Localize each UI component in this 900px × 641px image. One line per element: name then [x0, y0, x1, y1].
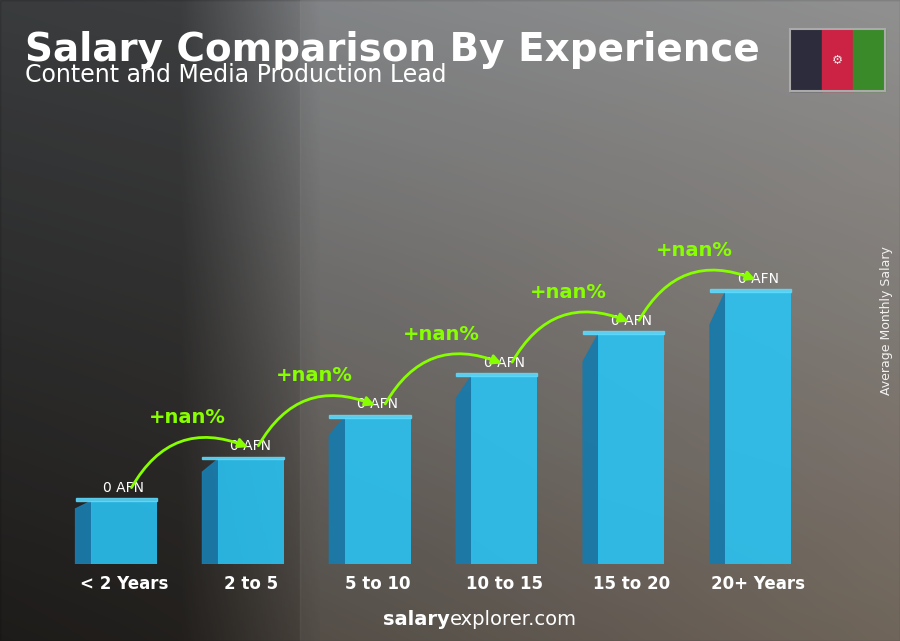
Polygon shape [456, 376, 472, 564]
Bar [345, 418, 410, 564]
Text: 0 AFN: 0 AFN [357, 397, 398, 412]
Polygon shape [76, 501, 91, 564]
Text: Content and Media Production Lead: Content and Media Production Lead [25, 63, 446, 87]
Polygon shape [583, 331, 664, 334]
Text: +nan%: +nan% [148, 408, 226, 428]
Text: 0 AFN: 0 AFN [484, 356, 525, 370]
Bar [598, 334, 664, 564]
Bar [725, 292, 791, 564]
Polygon shape [583, 334, 599, 564]
Polygon shape [329, 418, 345, 564]
Text: explorer.com: explorer.com [450, 610, 577, 629]
Text: ⚙: ⚙ [832, 53, 843, 67]
Polygon shape [202, 456, 284, 460]
Text: Salary Comparison By Experience: Salary Comparison By Experience [25, 31, 760, 69]
Text: 0 AFN: 0 AFN [104, 481, 144, 495]
Polygon shape [76, 499, 157, 501]
Text: +nan%: +nan% [275, 367, 353, 385]
Text: 0 AFN: 0 AFN [230, 439, 271, 453]
Text: +nan%: +nan% [529, 283, 607, 302]
Bar [300, 0, 900, 641]
Text: +nan%: +nan% [656, 241, 734, 260]
Polygon shape [710, 289, 791, 292]
Text: salary: salary [383, 610, 450, 629]
Polygon shape [710, 292, 725, 564]
Polygon shape [202, 460, 218, 564]
Bar [218, 460, 284, 564]
Bar [790, 29, 885, 91]
Bar [822, 29, 853, 91]
Bar [472, 376, 537, 564]
Bar [853, 29, 885, 91]
Bar [91, 501, 157, 564]
Text: 0 AFN: 0 AFN [611, 313, 652, 328]
Polygon shape [456, 373, 537, 376]
Bar [790, 29, 822, 91]
Text: 0 AFN: 0 AFN [738, 272, 778, 286]
Polygon shape [329, 415, 410, 418]
Text: Average Monthly Salary: Average Monthly Salary [880, 247, 893, 395]
Text: +nan%: +nan% [402, 324, 480, 344]
